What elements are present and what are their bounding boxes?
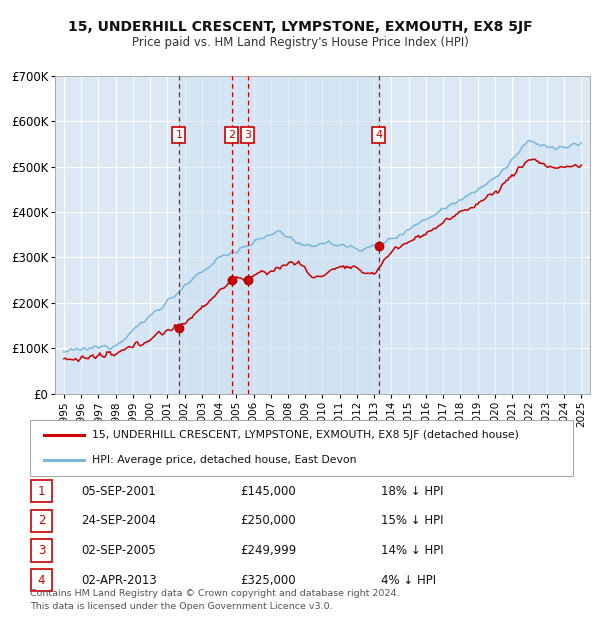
Text: 1: 1 bbox=[38, 485, 45, 497]
Text: 02-APR-2013: 02-APR-2013 bbox=[81, 574, 157, 587]
Text: 2: 2 bbox=[38, 515, 45, 527]
Text: 1: 1 bbox=[175, 130, 182, 140]
Text: 02-SEP-2005: 02-SEP-2005 bbox=[81, 544, 156, 557]
Text: Contains HM Land Registry data © Crown copyright and database right 2024.
This d: Contains HM Land Registry data © Crown c… bbox=[30, 589, 400, 611]
Text: 4% ↓ HPI: 4% ↓ HPI bbox=[381, 574, 436, 587]
FancyBboxPatch shape bbox=[31, 569, 52, 591]
Text: £250,000: £250,000 bbox=[240, 515, 296, 527]
Bar bbox=[179, 76, 379, 394]
FancyBboxPatch shape bbox=[30, 420, 573, 476]
Text: 14% ↓ HPI: 14% ↓ HPI bbox=[381, 544, 443, 557]
Text: £145,000: £145,000 bbox=[240, 485, 296, 497]
Text: 15% ↓ HPI: 15% ↓ HPI bbox=[381, 515, 443, 527]
Text: 4: 4 bbox=[375, 130, 382, 140]
Text: £249,999: £249,999 bbox=[240, 544, 296, 557]
Text: 4: 4 bbox=[38, 574, 45, 587]
Text: 15, UNDERHILL CRESCENT, LYMPSTONE, EXMOUTH, EX8 5JF: 15, UNDERHILL CRESCENT, LYMPSTONE, EXMOU… bbox=[68, 20, 532, 34]
Text: Price paid vs. HM Land Registry's House Price Index (HPI): Price paid vs. HM Land Registry's House … bbox=[131, 36, 469, 49]
FancyBboxPatch shape bbox=[31, 539, 52, 562]
Text: 3: 3 bbox=[38, 544, 45, 557]
Text: 2: 2 bbox=[228, 130, 235, 140]
Text: 18% ↓ HPI: 18% ↓ HPI bbox=[381, 485, 443, 497]
Text: 24-SEP-2004: 24-SEP-2004 bbox=[81, 515, 156, 527]
FancyBboxPatch shape bbox=[31, 480, 52, 502]
FancyBboxPatch shape bbox=[31, 510, 52, 532]
Text: £325,000: £325,000 bbox=[240, 574, 296, 587]
Text: HPI: Average price, detached house, East Devon: HPI: Average price, detached house, East… bbox=[92, 456, 357, 466]
Text: 3: 3 bbox=[244, 130, 251, 140]
Text: 15, UNDERHILL CRESCENT, LYMPSTONE, EXMOUTH, EX8 5JF (detached house): 15, UNDERHILL CRESCENT, LYMPSTONE, EXMOU… bbox=[92, 430, 520, 440]
Text: 05-SEP-2001: 05-SEP-2001 bbox=[81, 485, 156, 497]
